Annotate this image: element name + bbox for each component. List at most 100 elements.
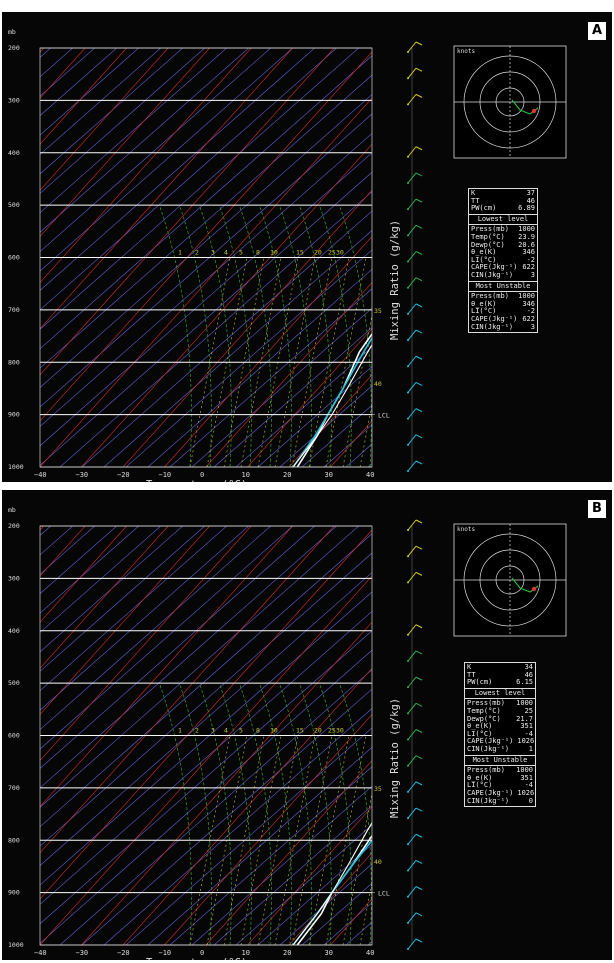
wind-barb-base: [407, 555, 409, 558]
pressure-units-label: mb: [8, 506, 16, 514]
storm-motion-marker: [531, 108, 537, 114]
dry-adiabat: [81, 688, 372, 945]
wind-barb-base: [407, 529, 409, 531]
mixing-ratio-tick: 5: [239, 727, 243, 735]
moist-adiabat: [299, 206, 332, 467]
parcel-profile: [292, 343, 372, 467]
most-unstable-row: Press(mb) 1000: [467, 766, 533, 775]
wind-barb: [407, 172, 417, 184]
wind-barb-base: [407, 633, 409, 636]
temperature-tick-label: 0: [200, 949, 204, 957]
wind-barb: [407, 624, 417, 636]
dry-adiabat: [40, 48, 272, 253]
wind-barb-flag: [415, 277, 423, 282]
moist-adiabat: [259, 684, 292, 945]
wind-barb: [407, 938, 417, 950]
wind-barb: [407, 434, 417, 446]
wind-barb: [407, 781, 417, 793]
wind-barb: [407, 146, 417, 158]
temperature-tick-label: 10: [242, 471, 250, 479]
moist-adiabat: [219, 684, 252, 945]
dry-adiabat: [40, 132, 372, 427]
wind-barb-flag: [415, 702, 423, 707]
isotherm: [288, 852, 372, 945]
pressure-tick-label: 300: [8, 96, 20, 104]
dry-adiabat: [40, 48, 206, 194]
isotherm: [40, 48, 210, 237]
mixing-ratio-tick: 4: [224, 249, 228, 257]
dry-adiabat: [40, 74, 372, 369]
temperature-tick-label: 30: [325, 471, 333, 479]
most-unstable-title: Most Unstable: [475, 281, 531, 290]
wind-barb-base: [407, 181, 409, 184]
wind-barb: [407, 833, 417, 845]
wind-barb-base: [407, 869, 409, 872]
dry-adiabat: [235, 824, 372, 945]
tt-index-value: 46: [526, 196, 535, 205]
moist-adiabat: [219, 206, 252, 467]
dry-adiabat: [40, 171, 372, 466]
wind-barb-base: [407, 312, 409, 315]
dry-adiabat: [125, 727, 372, 945]
lowest-level-row: CIN(Jkg⁻¹) 1: [467, 744, 533, 753]
wind-barb-flag: [415, 571, 423, 576]
wind-barb-flag: [415, 938, 423, 943]
theta-label: 40: [374, 380, 382, 388]
wind-barb-base: [407, 738, 409, 741]
wind-barb-flag: [415, 381, 423, 386]
mixing-ratio-tick: 20: [314, 249, 322, 257]
isotherm: [247, 806, 372, 945]
dry-adiabat: [40, 649, 372, 944]
pressure-tick-label: 800: [8, 358, 20, 366]
dry-adiabat: [40, 526, 228, 692]
wind-barb-flag: [415, 859, 423, 864]
dry-adiabat: [40, 48, 338, 311]
temperature-tick-label: −10: [159, 471, 172, 479]
wind-barb-base: [407, 712, 409, 715]
dry-adiabat: [59, 191, 372, 467]
lowest-level-row: CAPE(Jkg⁻¹) 1026: [467, 737, 535, 746]
isotherm: [40, 526, 210, 715]
wind-barb-base: [407, 443, 409, 446]
dry-adiabat: [40, 94, 372, 388]
dry-adiabat: [40, 526, 272, 731]
plot-frame: [39, 525, 373, 946]
mixing-ratio-tick: 30: [336, 727, 344, 735]
isotherm: [40, 526, 169, 669]
wind-barb-flag: [415, 434, 423, 439]
dry-adiabat: [610, 490, 612, 945]
wind-barb-base: [407, 155, 409, 158]
theta-label: 40: [374, 858, 382, 866]
dry-adiabat: [2, 12, 52, 467]
isotherm: [205, 282, 372, 467]
dry-adiabat: [40, 610, 372, 905]
pressure-tick-label: 400: [8, 149, 20, 157]
wind-barb: [407, 382, 417, 393]
moist-adiabat: [159, 206, 192, 467]
temperature-tick-label: −10: [159, 949, 172, 957]
wind-barb: [407, 860, 417, 871]
dry-adiabat: [40, 526, 316, 769]
wind-barb-flag: [415, 912, 423, 917]
mixing-ratio-tick: 1: [178, 727, 182, 735]
dry-adiabat: [40, 48, 228, 214]
moist-adiabat: [299, 684, 332, 945]
dry-adiabat: [40, 526, 162, 633]
dry-adiabat: [40, 526, 360, 808]
dry-adiabat: [40, 48, 250, 233]
temperature-tick-label: 40: [366, 471, 374, 479]
lowest-level-row: CAPE(Jkg⁻¹) 622: [471, 263, 535, 272]
dry-adiabat: [147, 746, 372, 945]
theta-label: 35: [374, 785, 382, 793]
wind-barb-flag: [415, 807, 423, 812]
wind-barb: [407, 519, 417, 531]
wind-barb-base: [407, 470, 409, 472]
pressure-tick-label: 1000: [8, 463, 24, 471]
dry-adiabat: [235, 346, 372, 467]
temperature-tick-label: 40: [366, 949, 374, 957]
wind-barb: [407, 94, 417, 105]
most-unstable-row: θ_e(K) 351: [467, 773, 533, 782]
moist-adiabat: [239, 684, 272, 945]
temperature-tick-label: 0: [200, 471, 204, 479]
wind-barb-base: [407, 286, 409, 289]
